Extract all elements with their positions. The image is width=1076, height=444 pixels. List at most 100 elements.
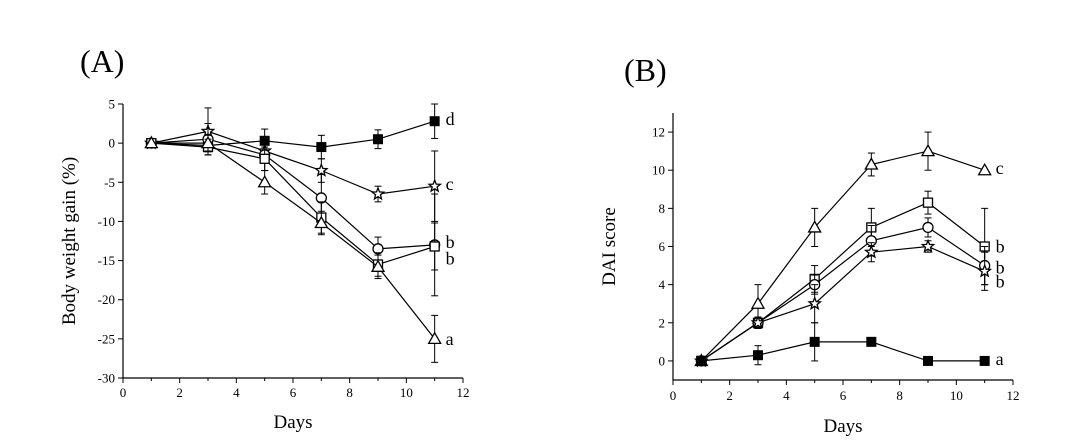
data-point — [920, 143, 936, 157]
y-tick-label: -30 — [98, 371, 115, 386]
series-open-triangle: a — [144, 134, 454, 363]
series-line — [701, 341, 985, 362]
group-label: b — [446, 248, 455, 268]
data-point — [753, 350, 763, 361]
x-axis-title: Days — [823, 416, 862, 437]
y-tick-label: 12 — [652, 125, 665, 140]
x-tick-label: 12 — [457, 385, 470, 400]
series-line — [700, 245, 985, 362]
group-label: b — [996, 258, 1005, 278]
y-tick-label: 10 — [652, 163, 665, 178]
data-point — [809, 336, 820, 347]
data-point — [977, 263, 993, 278]
series-line — [151, 142, 436, 340]
panel-b-title: (B) — [624, 52, 667, 88]
data-point — [427, 178, 443, 193]
data-point — [373, 134, 383, 145]
x-tick-label: 6 — [840, 388, 847, 403]
series-open-circle: b — [695, 217, 1005, 367]
series-line — [700, 226, 986, 362]
group-label: b — [996, 271, 1005, 291]
data-point — [807, 220, 822, 233]
series-star: c — [143, 107, 454, 222]
data-point — [979, 355, 990, 366]
series-filled-square: d — [146, 103, 455, 160]
series-line — [151, 138, 435, 250]
y-tick-label: 6 — [659, 239, 666, 254]
y-tick-label: 8 — [659, 201, 666, 216]
group-label: b — [996, 237, 1005, 257]
y-tick-label: -10 — [98, 214, 115, 229]
data-point — [259, 153, 270, 164]
x-tick-label: 10 — [400, 385, 413, 400]
series-open-square: b — [146, 137, 455, 277]
data-point — [922, 221, 934, 234]
data-point — [866, 336, 877, 347]
data-point — [316, 142, 327, 153]
x-tick-label: 2 — [726, 388, 733, 403]
y-axis-title: Body weight gain (%) — [59, 157, 80, 325]
y-tick-label: 2 — [659, 315, 666, 330]
x-tick-label: 6 — [290, 385, 297, 400]
y-tick-label: -5 — [104, 175, 115, 190]
y-tick-label: 0 — [659, 353, 666, 368]
group-label: d — [446, 109, 455, 129]
data-point — [696, 355, 707, 366]
data-point — [200, 135, 216, 149]
x-tick-label: 2 — [176, 385, 183, 400]
data-point — [750, 296, 766, 309]
group-label: b — [446, 232, 455, 252]
group-label: a — [996, 349, 1004, 369]
panel-a: (A) 0 2 4 6 8 10 12 5 0 -5 -10 -15 -20 -25 -30 Days Body… — [59, 43, 470, 433]
group-label: a — [446, 329, 454, 349]
series-filled-square: a — [696, 322, 1004, 369]
x-tick-label: 4 — [783, 388, 790, 403]
data-point — [370, 186, 386, 201]
x-tick-label: 8 — [346, 385, 353, 400]
y-tick-label: -20 — [98, 292, 115, 307]
data-point — [923, 355, 933, 366]
data-point — [863, 244, 879, 259]
x-tick-label: 4 — [233, 385, 240, 400]
data-point — [370, 259, 386, 272]
data-point — [807, 295, 823, 311]
series-line — [151, 120, 435, 148]
y-tick-label: 4 — [659, 277, 666, 292]
x-tick-label: 12 — [1007, 388, 1020, 403]
data-point — [429, 241, 440, 252]
y-tick-label: 0 — [109, 136, 116, 151]
x-tick-label: 8 — [896, 388, 903, 403]
panel-a-title: (A) — [80, 43, 124, 79]
y-tick-label: -15 — [98, 253, 115, 268]
data-point — [313, 162, 329, 177]
x-tick-label: 0 — [120, 385, 127, 400]
series-star: b — [693, 238, 1005, 368]
y-tick-label: 5 — [109, 97, 116, 112]
group-label: c — [996, 158, 1004, 178]
data-point — [920, 238, 936, 253]
data-point — [922, 197, 934, 208]
x-tick-label: 0 — [670, 388, 677, 403]
panel-b: (B) 0 2 4 6 8 10 12 0 2 4 6 8 10 12 Days DAI score c bbb a — [599, 52, 1020, 437]
series-line — [151, 142, 435, 266]
series-line — [700, 150, 985, 362]
data-point — [427, 331, 442, 345]
data-point — [750, 314, 766, 330]
data-point — [864, 157, 879, 170]
series-line — [700, 201, 986, 362]
y-tick-label: -25 — [98, 331, 115, 346]
y-axis-title: DAI score — [599, 207, 620, 286]
series-open-triangle: c — [694, 131, 1004, 367]
data-point — [144, 135, 159, 149]
x-tick-label: 10 — [950, 388, 963, 403]
series-open-circle: b — [145, 123, 455, 297]
series-line — [151, 130, 435, 195]
data-point — [429, 116, 440, 127]
data-point — [257, 174, 272, 188]
data-point — [977, 162, 992, 176]
x-axis-title: Days — [273, 412, 312, 433]
data-point — [314, 215, 329, 229]
series-open-square: b — [696, 190, 1005, 367]
group-label: c — [446, 174, 454, 194]
